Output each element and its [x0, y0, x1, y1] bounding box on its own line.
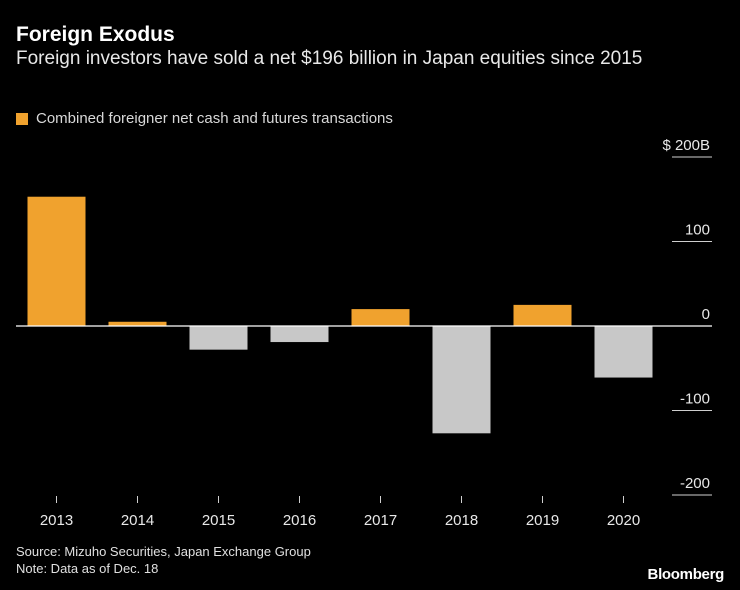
bar — [513, 304, 572, 326]
x-tick-label: 2014 — [121, 512, 154, 529]
x-tick-label: 2017 — [364, 512, 397, 529]
bar — [189, 326, 248, 350]
footer: Source: Mizuho Securities, Japan Exchang… — [16, 543, 311, 577]
y-tick-label: 100 — [685, 222, 710, 239]
x-tick-label: 2018 — [445, 512, 478, 529]
bar — [432, 326, 491, 434]
x-tick-label: 2019 — [526, 512, 559, 529]
chart-subtitle: Foreign investors have sold a net $196 b… — [16, 48, 643, 69]
bar — [351, 309, 410, 326]
bar — [594, 326, 653, 378]
bloomberg-logo: Bloomberg — [647, 566, 725, 583]
legend-swatch — [16, 112, 28, 125]
bar — [27, 196, 86, 326]
y-tick-label: 0 — [702, 306, 710, 323]
x-tick-label: 2015 — [202, 512, 235, 529]
legend-label: Combined foreigner net cash and futures … — [36, 110, 393, 127]
bar — [270, 326, 329, 343]
chart-title: Foreign Exodus — [16, 23, 175, 46]
x-tick-label: 2020 — [607, 512, 640, 529]
y-tick-label: -200 — [680, 475, 710, 492]
source-note: Source: Mizuho Securities, Japan Exchang… — [16, 544, 311, 559]
y-tick-label: -100 — [680, 391, 710, 408]
y-tick-label: $ 200B — [662, 137, 710, 154]
x-tick-label: 2013 — [40, 512, 73, 529]
data-note: Note: Data as of Dec. 18 — [16, 561, 159, 576]
bar — [108, 321, 167, 326]
legend: Combined foreigner net cash and futures … — [16, 110, 393, 127]
x-tick-label: 2016 — [283, 512, 316, 529]
